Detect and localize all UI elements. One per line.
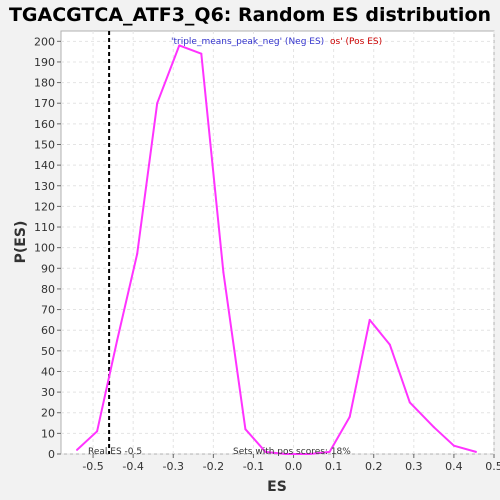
es-distribution-line xyxy=(76,44,477,455)
es-data-point xyxy=(76,448,79,451)
y-axis-label: P(ES) xyxy=(13,221,29,264)
es-data-point xyxy=(452,444,455,447)
es-data-point xyxy=(116,339,119,342)
es-data-point xyxy=(474,450,477,453)
legend-neg-text: 'triple_means_peak_neg' (Neg ES) xyxy=(171,37,324,47)
x-tick-label: 0.4 xyxy=(445,460,463,473)
x-tick-label: -0.2 xyxy=(203,460,224,473)
x-tick-label: 0.5 xyxy=(485,460,500,473)
es-data-point xyxy=(432,426,435,429)
x-tick-label: -0.5 xyxy=(82,460,103,473)
chart-title: TGACGTCA_ATF3_Q6: Random ES distribution xyxy=(9,4,491,26)
legend-pos-text: os' (Pos ES) xyxy=(330,37,382,47)
es-data-point xyxy=(136,252,139,255)
es-data-point xyxy=(348,415,351,418)
y-tick-label: 60 xyxy=(41,324,55,337)
y-tick-label: 110 xyxy=(34,221,55,234)
y-tick-label: 70 xyxy=(41,304,55,317)
es-data-point xyxy=(368,318,371,321)
es-data-point xyxy=(388,343,391,346)
es-data-point xyxy=(178,44,181,47)
es-data-point xyxy=(96,430,99,433)
y-tick-label: 40 xyxy=(41,365,55,378)
y-tick-label: 120 xyxy=(34,200,55,213)
es-data-point xyxy=(308,453,311,455)
x-tick-label: -0.1 xyxy=(243,460,264,473)
y-tick-label: 10 xyxy=(41,427,55,440)
series-marks xyxy=(76,31,477,455)
y-tick-label: 80 xyxy=(41,283,55,296)
x-tick-label: -0.3 xyxy=(163,460,184,473)
y-tick-label: 20 xyxy=(41,407,55,420)
y-tick-label: 130 xyxy=(34,180,55,193)
es-data-point xyxy=(222,271,225,274)
real-es-label: Real ES -0.5 xyxy=(88,447,142,457)
es-data-point xyxy=(200,52,203,55)
x-tick-label: 0.1 xyxy=(325,460,343,473)
x-tick-label: -0.4 xyxy=(122,460,143,473)
es-data-point xyxy=(156,102,159,105)
y-tick-label: 150 xyxy=(34,138,55,151)
es-data-point xyxy=(284,453,287,455)
y-tick-label: 180 xyxy=(34,77,55,90)
x-axis-label: ES xyxy=(267,479,287,495)
plot-background xyxy=(60,30,495,455)
axes: -0.5 -0.4 -0.3 -0.2 -0.1 0.0 0.1 0.2 0.3 0.4 0.5 0 1… xyxy=(34,35,500,473)
x-tick-label: 0.2 xyxy=(365,460,383,473)
y-tick-label: 100 xyxy=(34,242,55,255)
y-tick-label: 0 xyxy=(48,448,55,461)
y-tick-label: 200 xyxy=(34,35,55,48)
es-data-point xyxy=(328,450,331,453)
es-data-point xyxy=(408,401,411,404)
x-tick-label: 0.0 xyxy=(285,460,303,473)
y-tick-label: 30 xyxy=(41,386,55,399)
y-tick-label: 50 xyxy=(41,345,55,358)
y-tick-label: 140 xyxy=(34,159,55,172)
pos-scores-annotation: Sets with pos scores: 18% xyxy=(233,447,351,457)
es-data-point xyxy=(244,428,247,431)
y-tick-label: 160 xyxy=(34,118,55,131)
grid-lines xyxy=(61,31,495,455)
y-tick-label: 170 xyxy=(34,97,55,110)
x-tick-label: 0.3 xyxy=(405,460,423,473)
y-tick-label: 90 xyxy=(41,262,55,275)
y-tick-label: 190 xyxy=(34,56,55,69)
es-data-point xyxy=(264,450,267,453)
